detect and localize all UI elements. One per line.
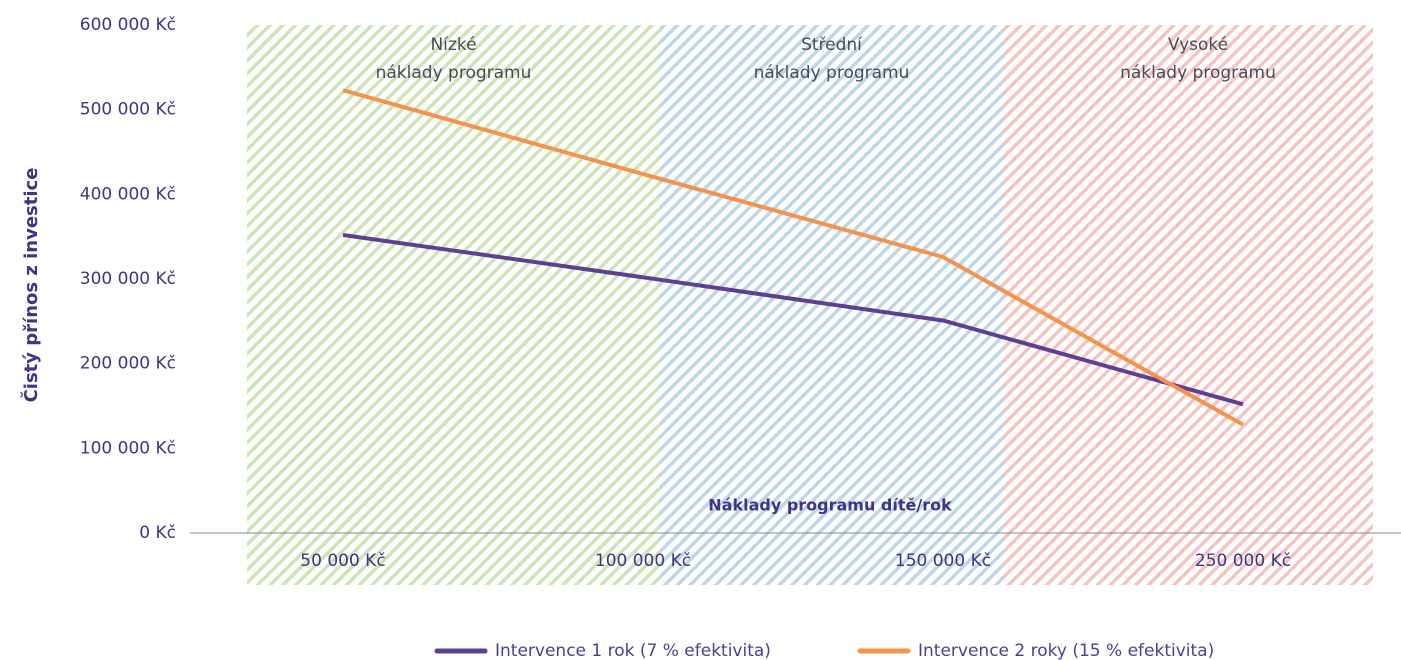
series-line — [342, 232, 1244, 407]
x-tick-label: 250 000 Kč — [1195, 551, 1291, 571]
region-label: náklady programu — [376, 63, 532, 83]
y-tick-label: 200 000 Kč — [80, 354, 176, 374]
y-tick-label: 400 000 Kč — [80, 184, 176, 204]
region-label: Nízké — [430, 35, 476, 55]
region-label: Vysoké — [1168, 35, 1228, 55]
y-tick-label: 500 000 Kč — [80, 100, 176, 120]
region — [1003, 25, 1373, 585]
legend-text: Intervence 1 rok (7 % efektivita) — [495, 641, 771, 660]
y-tick-label: 0 Kč — [139, 523, 176, 543]
region-label: náklady programu — [754, 63, 910, 83]
x-tick-label: 50 000 Kč — [300, 551, 385, 571]
y-axis-title: Čistý přínos z investice — [20, 168, 42, 403]
y-tick-label: 100 000 Kč — [80, 438, 176, 458]
region-label: Střední — [801, 35, 863, 55]
legend-text: Intervence 2 roky (15 % efektivita) — [918, 641, 1214, 660]
y-tick-label: 300 000 Kč — [80, 269, 176, 289]
x-tick-label: 150 000 Kč — [895, 551, 991, 571]
region — [247, 25, 660, 585]
x-axis-title: Náklady programu dítě/rok — [708, 496, 952, 515]
region-label: náklady programu — [1120, 63, 1276, 83]
y-tick-label: 600 000 Kč — [80, 15, 176, 35]
series-line — [342, 88, 1244, 427]
x-tick-label: 100 000 Kč — [595, 551, 691, 571]
